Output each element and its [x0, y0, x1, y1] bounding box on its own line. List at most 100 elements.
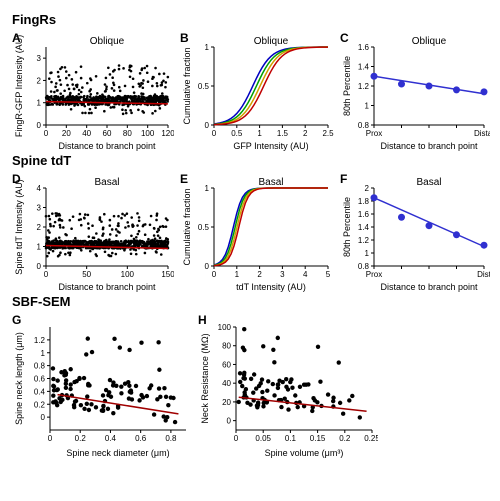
- panel-D: D05010015001234Distance to branch pointS…: [12, 172, 174, 292]
- panel-H: H00.050.10.150.20.25020406080100Spine vo…: [198, 313, 378, 458]
- svg-text:0.5: 0.5: [198, 223, 210, 232]
- svg-text:Oblique: Oblique: [254, 36, 289, 47]
- svg-text:1.4: 1.4: [358, 223, 370, 232]
- panel-label-H: H: [198, 313, 207, 327]
- svg-text:3: 3: [37, 204, 42, 213]
- svg-text:0.2: 0.2: [34, 400, 46, 409]
- svg-text:0: 0: [44, 129, 49, 138]
- svg-text:Distal: Distal: [474, 129, 490, 138]
- svg-text:0: 0: [212, 129, 217, 138]
- svg-text:Distance to branch point: Distance to branch point: [380, 141, 478, 151]
- svg-text:0.25: 0.25: [364, 434, 378, 443]
- panel-G: G00.20.40.60.800.20.40.60.811.2Spine nec…: [12, 313, 192, 458]
- svg-text:0.15: 0.15: [310, 434, 326, 443]
- svg-text:1: 1: [205, 184, 210, 193]
- svg-text:0.1: 0.1: [285, 434, 297, 443]
- panel-label-G: G: [12, 313, 21, 327]
- svg-text:1.2: 1.2: [34, 336, 46, 345]
- svg-text:60: 60: [103, 129, 112, 138]
- panel-label-E: E: [180, 172, 188, 186]
- svg-text:100: 100: [141, 129, 155, 138]
- svg-text:2.5: 2.5: [322, 129, 334, 138]
- svg-text:0.6: 0.6: [135, 434, 147, 443]
- svg-text:1.5: 1.5: [277, 129, 289, 138]
- section-spine: Spine tdT: [12, 153, 488, 168]
- svg-text:Cumulative fraction: Cumulative fraction: [182, 188, 192, 265]
- svg-text:Oblique: Oblique: [412, 36, 447, 47]
- panel-A: A0204060801001200123Distance to branch p…: [12, 31, 174, 151]
- svg-text:1.2: 1.2: [358, 82, 370, 91]
- svg-text:0.8: 0.8: [358, 262, 370, 271]
- svg-text:1.6: 1.6: [358, 43, 370, 52]
- svg-text:0: 0: [234, 434, 239, 443]
- svg-text:0.05: 0.05: [255, 434, 271, 443]
- svg-text:80: 80: [123, 129, 132, 138]
- svg-text:0: 0: [41, 413, 46, 422]
- svg-text:Prox: Prox: [366, 129, 382, 138]
- svg-text:0: 0: [48, 434, 53, 443]
- svg-text:FingR-GFP Intensity (AU): FingR-GFP Intensity (AU): [14, 35, 24, 137]
- svg-text:Spine tdT Intensity (AU): Spine tdT Intensity (AU): [14, 179, 24, 274]
- panel-label-D: D: [12, 172, 21, 186]
- svg-text:3: 3: [280, 270, 285, 279]
- svg-text:0: 0: [227, 417, 232, 426]
- svg-text:0.8: 0.8: [165, 434, 177, 443]
- svg-text:0: 0: [205, 121, 210, 130]
- svg-text:0.5: 0.5: [231, 129, 243, 138]
- panel-label-C: C: [340, 31, 349, 45]
- svg-text:2: 2: [37, 76, 42, 85]
- svg-text:Spine neck diameter (μm): Spine neck diameter (μm): [66, 448, 169, 458]
- svg-text:40: 40: [82, 129, 91, 138]
- svg-text:1: 1: [41, 349, 46, 358]
- svg-text:Distance to branch point: Distance to branch point: [380, 282, 478, 292]
- svg-text:Neck Resistance (MΩ): Neck Resistance (MΩ): [200, 333, 210, 423]
- panel-label-B: B: [180, 31, 189, 45]
- svg-text:80: 80: [222, 342, 231, 351]
- svg-text:Cumulative fraction: Cumulative fraction: [182, 47, 192, 124]
- svg-text:1: 1: [235, 270, 240, 279]
- panel-label-A: A: [12, 31, 21, 45]
- svg-text:100: 100: [218, 323, 232, 332]
- svg-text:0: 0: [44, 270, 49, 279]
- svg-text:3: 3: [37, 54, 42, 63]
- section-fingrs: FingRs: [12, 12, 488, 27]
- svg-text:1: 1: [37, 99, 42, 108]
- svg-text:1: 1: [365, 102, 370, 111]
- svg-text:0.4: 0.4: [34, 387, 46, 396]
- panel-E: E01234500.51tdT Intensity (AU)Cumulative…: [180, 172, 334, 292]
- svg-text:Spine neck length (μm): Spine neck length (μm): [14, 332, 24, 425]
- panel-label-F: F: [340, 172, 347, 186]
- svg-text:1: 1: [257, 129, 262, 138]
- svg-text:1: 1: [365, 249, 370, 258]
- svg-text:60: 60: [222, 360, 231, 369]
- svg-text:Dist: Dist: [477, 270, 490, 279]
- svg-text:GFP Intensity (AU): GFP Intensity (AU): [233, 141, 308, 151]
- svg-text:0.5: 0.5: [198, 82, 210, 91]
- svg-text:80th Percentile: 80th Percentile: [342, 56, 352, 116]
- svg-text:4: 4: [37, 184, 42, 193]
- svg-text:4: 4: [303, 270, 308, 279]
- svg-text:50: 50: [82, 270, 91, 279]
- svg-text:20: 20: [222, 398, 231, 407]
- svg-text:2: 2: [303, 129, 308, 138]
- svg-text:120: 120: [161, 129, 174, 138]
- svg-text:80th Percentile: 80th Percentile: [342, 197, 352, 257]
- svg-text:5: 5: [326, 270, 331, 279]
- svg-text:1: 1: [37, 243, 42, 252]
- svg-text:0.8: 0.8: [358, 121, 370, 130]
- svg-text:0.6: 0.6: [34, 375, 46, 384]
- panel-B: B00.511.522.500.51GFP Intensity (AU)Cumu…: [180, 31, 334, 151]
- svg-text:0: 0: [37, 262, 42, 271]
- svg-text:2: 2: [365, 184, 370, 193]
- svg-text:Prox: Prox: [366, 270, 382, 279]
- svg-text:1.8: 1.8: [358, 197, 370, 206]
- svg-text:100: 100: [121, 270, 135, 279]
- svg-text:Basal: Basal: [258, 177, 283, 188]
- svg-text:Distance to branch point: Distance to branch point: [58, 141, 156, 151]
- svg-text:tdT Intensity (AU): tdT Intensity (AU): [236, 282, 306, 292]
- svg-text:40: 40: [222, 379, 231, 388]
- svg-text:1.2: 1.2: [358, 236, 370, 245]
- svg-text:0: 0: [212, 270, 217, 279]
- svg-text:Basal: Basal: [416, 177, 441, 188]
- svg-text:Spine volume (μm³): Spine volume (μm³): [265, 448, 344, 458]
